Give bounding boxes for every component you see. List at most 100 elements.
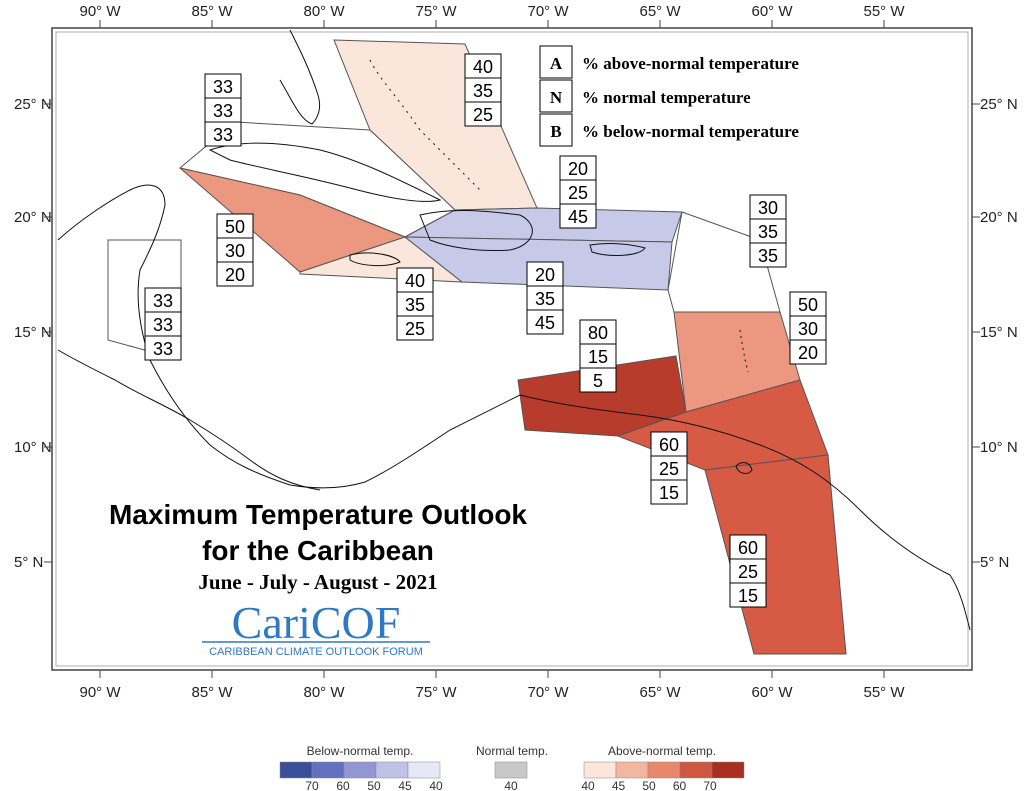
legend-swatches bbox=[279, 761, 745, 779]
prob-value: 25 bbox=[738, 562, 758, 582]
bottom-lon-label: 70° W bbox=[527, 684, 569, 701]
legend-tick-label: 70 bbox=[305, 779, 319, 791]
prob-cell bbox=[464, 53, 502, 79]
legend-normal-title: Normal temp. bbox=[476, 744, 548, 758]
left-lat-label: 25° N bbox=[14, 96, 52, 113]
key-box-b bbox=[539, 113, 573, 147]
key-box-n bbox=[539, 79, 573, 113]
prob-value: 25 bbox=[473, 105, 493, 125]
bottom-lon-label: 55° W bbox=[863, 684, 905, 701]
prob-cell bbox=[526, 285, 564, 311]
legend-above-swatch bbox=[711, 761, 745, 779]
prob-cell bbox=[579, 367, 617, 393]
prob-value: 40 bbox=[405, 271, 425, 291]
right-lat-label: 5° N bbox=[980, 554, 1009, 571]
left-lat-label: 10° N bbox=[14, 439, 52, 456]
legend-below-swatch bbox=[407, 761, 441, 779]
legend-tick-label: 45 bbox=[612, 779, 626, 791]
prob-cell bbox=[650, 431, 688, 457]
bottom-lon-label: 60° W bbox=[751, 684, 793, 701]
prob-cell bbox=[204, 121, 242, 147]
legend-tick-label: 40 bbox=[581, 779, 595, 791]
prob-box-belize: 33 33 33 bbox=[144, 287, 182, 361]
probability-key: A N B % above-normal temperature % norma… bbox=[539, 45, 799, 147]
title-block: Maximum Temperature Outlook for the Cari… bbox=[60, 495, 560, 665]
top-lon-label: 85° W bbox=[191, 3, 233, 20]
top-lon-label: 90° W bbox=[79, 3, 121, 20]
legend-above-title: Above-normal temp. bbox=[608, 744, 716, 758]
prob-cell bbox=[144, 335, 182, 361]
key-text: % normal temperature bbox=[582, 88, 751, 107]
bottom-lon-label: 75° W bbox=[415, 684, 457, 701]
legend-tick-label: 60 bbox=[336, 779, 350, 791]
prob-value: 15 bbox=[588, 347, 608, 367]
prob-cell bbox=[526, 261, 564, 287]
prob-box-trinidad: 60 25 15 bbox=[650, 431, 688, 505]
prob-value: 45 bbox=[535, 313, 555, 333]
prob-cell bbox=[579, 343, 617, 369]
prob-value: 33 bbox=[213, 101, 233, 121]
prob-cell bbox=[729, 534, 767, 560]
legend-tick-label: 50 bbox=[367, 779, 381, 791]
prob-cell bbox=[144, 287, 182, 313]
key-text: % above-normal temperature bbox=[582, 54, 799, 73]
prob-cell bbox=[396, 291, 434, 317]
legend-below-swatch bbox=[279, 761, 313, 779]
florida-coast bbox=[279, 29, 321, 125]
prob-cell bbox=[144, 311, 182, 337]
prob-cell bbox=[526, 309, 564, 335]
prob-value: 35 bbox=[758, 246, 778, 266]
prob-box-windward: 50 30 20 bbox=[789, 291, 827, 365]
legend-normal-swatch bbox=[494, 761, 528, 779]
prob-cell bbox=[464, 77, 502, 103]
title-line3: June - July - August - 2021 bbox=[198, 570, 437, 594]
prob-value: 30 bbox=[225, 241, 245, 261]
legend-tick-label: 50 bbox=[642, 779, 656, 791]
prob-cell bbox=[749, 194, 787, 220]
prob-value: 20 bbox=[535, 265, 555, 285]
legend-tick-label: 60 bbox=[673, 779, 687, 791]
prob-cell bbox=[204, 73, 242, 99]
bottom-lon-label: 85° W bbox=[191, 684, 233, 701]
top-lon-label: 55° W bbox=[863, 3, 905, 20]
prob-value: 15 bbox=[738, 586, 758, 606]
legend-above-swatch bbox=[647, 761, 681, 779]
key-box-a bbox=[539, 45, 573, 79]
trinidad-coast bbox=[735, 462, 753, 474]
legend-below-swatch bbox=[311, 761, 345, 779]
top-lon-label: 75° W bbox=[415, 3, 457, 20]
title-background bbox=[60, 495, 560, 665]
title-line2: for the Caribbean bbox=[202, 535, 434, 566]
key-text: % below-normal temperature bbox=[582, 122, 799, 141]
prob-value: 33 bbox=[213, 77, 233, 97]
prob-cell bbox=[579, 319, 617, 345]
left-axis-labels: 25° N 20° N 15° N 10° N 5° N bbox=[14, 96, 52, 571]
probability-boxes: 40 35 25 33 33 33 50 30 20 40 35 25 20 25 45 20 35 45 30 35… bbox=[144, 53, 827, 608]
logo-wordmark: CariCOF bbox=[232, 597, 401, 648]
legend-below-title: Below-normal temp. bbox=[307, 744, 414, 758]
prob-cell bbox=[789, 315, 827, 341]
prob-box-hispaniola-north: 20 25 45 bbox=[559, 155, 597, 229]
bottom-lon-label: 80° W bbox=[303, 684, 345, 701]
top-axis-labels: 90° W 85° W 80° W 75° W 70° W 65° W 60° … bbox=[79, 3, 905, 20]
prob-value: 15 bbox=[659, 483, 679, 503]
right-lat-label: 15° N bbox=[980, 324, 1018, 341]
prob-value: 40 bbox=[473, 57, 493, 77]
right-axis-labels: 25° N 20° N 15° N 10° N 5° N bbox=[980, 96, 1018, 571]
prob-cell bbox=[650, 479, 688, 505]
prob-value: 35 bbox=[535, 289, 555, 309]
legend-above-swatch bbox=[583, 761, 617, 779]
prob-cell bbox=[729, 582, 767, 608]
legend-tick-label: 40 bbox=[504, 779, 518, 791]
key-letter: N bbox=[550, 88, 563, 107]
legend-above-swatch bbox=[679, 761, 713, 779]
bottom-lon-label: 65° W bbox=[639, 684, 681, 701]
left-lat-label: 15° N bbox=[14, 324, 52, 341]
prob-cell bbox=[216, 213, 254, 239]
prob-value: 60 bbox=[738, 538, 758, 558]
prob-cell bbox=[216, 237, 254, 263]
right-lat-label: 20° N bbox=[980, 209, 1018, 226]
prob-value: 80 bbox=[588, 323, 608, 343]
legend-above-swatch bbox=[615, 761, 649, 779]
